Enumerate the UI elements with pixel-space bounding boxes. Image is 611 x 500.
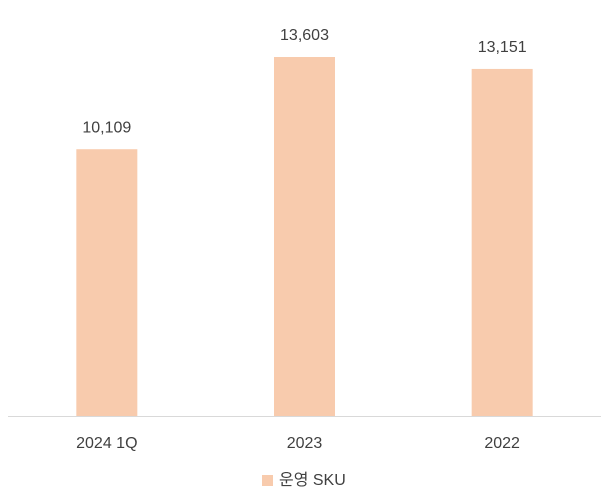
legend-label: 운영 SKU <box>279 471 346 489</box>
data-label: 13,151 <box>478 39 527 56</box>
x-tick-label: 2023 <box>287 435 323 452</box>
x-tick-label: 2022 <box>484 435 520 452</box>
data-label: 13,603 <box>280 27 329 44</box>
bar <box>76 149 138 416</box>
bar <box>471 68 533 417</box>
x-tick-label: 2024 1Q <box>76 435 137 452</box>
bar <box>274 57 335 416</box>
legend-swatch <box>262 475 273 486</box>
data-label: 10,109 <box>82 119 131 136</box>
